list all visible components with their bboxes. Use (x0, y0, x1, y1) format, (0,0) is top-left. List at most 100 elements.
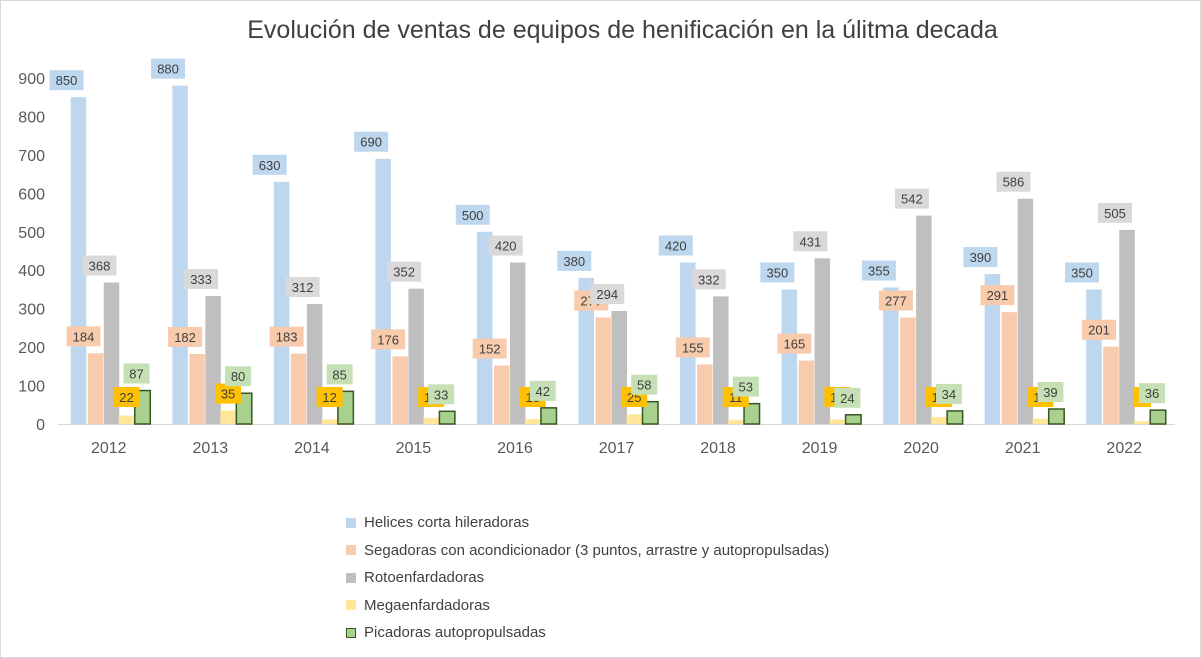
data-label: 542 (901, 192, 923, 207)
y-tick-label: 500 (18, 225, 45, 242)
data-label-bg (834, 387, 861, 408)
data-label: 182 (174, 330, 196, 345)
data-label: 24 (840, 391, 854, 406)
bar (781, 289, 798, 424)
bar (578, 277, 594, 424)
bar (423, 417, 439, 424)
bar (172, 85, 188, 424)
x-tick-label: 2012 (91, 440, 127, 457)
data-label: 85 (332, 367, 346, 382)
bar (205, 295, 221, 424)
data-label-bg (590, 283, 625, 304)
data-label: 355 (868, 264, 890, 279)
bar (290, 353, 307, 424)
data-label-bg (935, 383, 962, 404)
data-label-bg (1064, 262, 1099, 283)
data-label-bg (894, 188, 929, 209)
x-tick-label: 2022 (1106, 440, 1142, 457)
data-label: 333 (190, 272, 212, 287)
data-label: 33 (434, 387, 448, 402)
data-label: 294 (596, 287, 618, 302)
x-tick-label: 2015 (396, 440, 432, 457)
data-label-bg (252, 154, 287, 175)
data-label: 277 (885, 294, 907, 309)
chart-title: Evolución de ventas de equipos de henifi… (247, 16, 998, 44)
legend-swatch (346, 572, 356, 583)
data-label-bg (269, 326, 304, 347)
data-label: 39 (1043, 385, 1057, 400)
legend-label: Megaenfardadoras (364, 596, 490, 614)
data-label: 34 (942, 387, 956, 402)
data-label: 58 (637, 378, 651, 393)
data-label-bg (66, 326, 101, 347)
bar (844, 414, 862, 425)
data-label: 850 (56, 73, 78, 88)
bar (493, 365, 510, 424)
data-label: 380 (563, 254, 585, 269)
data-label: 87 (129, 367, 143, 382)
data-label: 155 (682, 340, 704, 355)
legend-item: Segadoras con acondicionador (3 puntos, … (346, 537, 829, 565)
legend-swatch (346, 600, 356, 611)
data-label-bg (529, 380, 556, 401)
data-label: 36 (1145, 386, 1159, 401)
data-label-bg (557, 250, 592, 271)
y-tick-label: 700 (18, 148, 45, 165)
data-label: 350 (766, 265, 788, 280)
data-label: 368 (89, 259, 111, 274)
data-label-bg (49, 70, 84, 91)
plot-area: 0 100 200 300 400 500 600 700 800 900 2012 850 184 36… (18, 58, 1175, 457)
data-label-bg (1081, 319, 1116, 340)
y-tick-label: 100 (18, 379, 45, 396)
data-label-bg (732, 376, 759, 397)
bar (595, 317, 611, 424)
data-label-bg (123, 363, 150, 384)
data-label-bg (963, 247, 998, 268)
bar (697, 364, 713, 424)
legend-item: Rotoenfardadoras (346, 564, 829, 592)
x-tick-label: 2020 (903, 440, 939, 457)
bar (931, 417, 947, 424)
data-label-bg (354, 131, 389, 152)
data-label-bg (316, 387, 343, 407)
x-tick-label: 2019 (802, 440, 838, 457)
bar (1032, 418, 1049, 424)
bar (728, 419, 744, 424)
data-label: 35 (221, 387, 235, 402)
data-label: 22 (119, 390, 133, 405)
bar (189, 354, 205, 424)
bar (946, 410, 964, 425)
data-label-bg (631, 374, 658, 395)
x-tick-label: 2021 (1005, 440, 1041, 457)
bar (118, 415, 135, 424)
data-label: 12 (322, 390, 336, 405)
legend-label: Picadoras autopropulsadas (364, 624, 546, 642)
x-tick-label: 2014 (294, 440, 330, 457)
bar (273, 181, 290, 424)
data-label-bg (455, 204, 490, 225)
data-label-bg (691, 269, 726, 290)
data-label-bg (215, 383, 242, 404)
data-label: 176 (377, 332, 399, 347)
bar (476, 231, 493, 424)
data-label-bg (428, 384, 455, 405)
data-label: 420 (665, 239, 687, 254)
data-label: 53 (739, 380, 753, 395)
y-tick-label: 900 (18, 71, 45, 88)
data-label: 165 (783, 337, 805, 352)
data-label: 184 (73, 329, 95, 344)
legend-label: Segadoras con acondicionador (3 puntos, … (364, 541, 830, 559)
bar (798, 360, 815, 424)
data-label: 500 (462, 208, 484, 223)
data-label: 690 (360, 135, 382, 150)
data-label-bg (996, 171, 1031, 192)
bar (814, 258, 831, 424)
data-label-bg (387, 261, 422, 282)
bar (641, 400, 659, 425)
bar (984, 274, 1001, 424)
bar (1149, 409, 1167, 425)
data-label-bg (777, 333, 812, 354)
data-label: 505 (1104, 206, 1126, 221)
x-tick-label: 2016 (497, 440, 533, 457)
data-label: 42 (535, 384, 549, 399)
